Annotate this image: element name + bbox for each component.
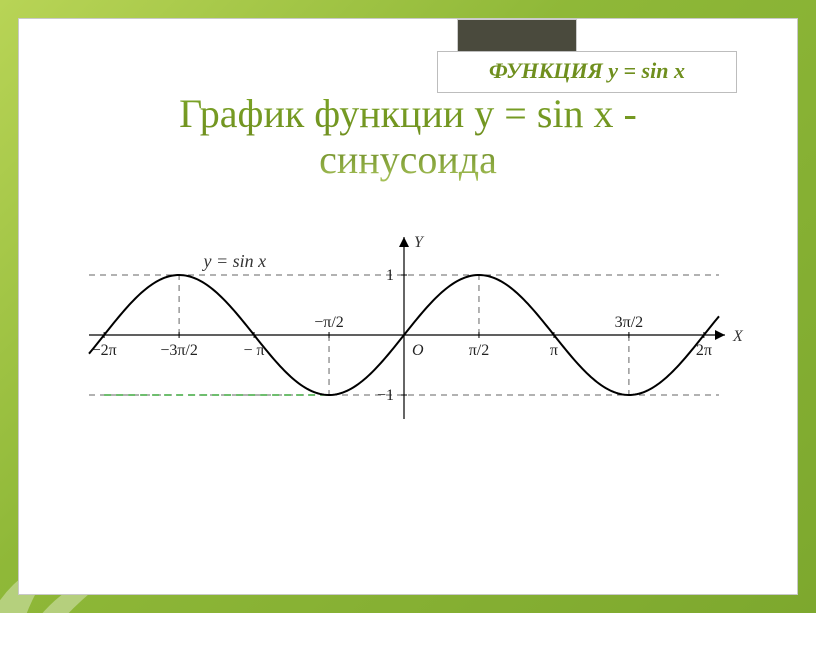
svg-text:1: 1 — [386, 267, 394, 284]
svg-text:−3π/2: −3π/2 — [160, 342, 198, 359]
svg-text:Y: Y — [414, 234, 425, 251]
slide-card: ФУНКЦИЯ y = sin x График функции y = sin… — [18, 18, 798, 595]
sine-chart: −2π −3π/2 − π −π/2 π/2 π 3π/2 2π 1 −1 O Y Xy = sin x — [69, 229, 749, 429]
svg-text:−2π: −2π — [92, 342, 117, 359]
svg-text:π/2: π/2 — [469, 342, 490, 359]
badge-prefix: ФУНКЦИЯ — [489, 58, 608, 83]
svg-text:− π: − π — [244, 342, 265, 359]
outer-frame: ФУНКЦИЯ y = sin x График функции y = sin… — [0, 0, 816, 613]
svg-text:π: π — [550, 342, 558, 359]
badge-dark-box — [457, 19, 577, 53]
svg-text:−1: −1 — [377, 387, 394, 404]
svg-text:2π: 2π — [696, 342, 712, 359]
svg-text:O: O — [412, 342, 424, 359]
title-line-2: синусоида — [19, 137, 797, 183]
title-line-1: График функции y = sin x - — [19, 91, 797, 137]
badge-formula: y = sin x — [608, 58, 685, 83]
svg-text:X: X — [732, 328, 744, 345]
svg-text:−π/2: −π/2 — [314, 314, 344, 331]
slide-title: График функции y = sin x - синусоида — [19, 91, 797, 183]
header-badge: ФУНКЦИЯ y = sin x — [437, 19, 737, 93]
svg-text:3π/2: 3π/2 — [615, 314, 644, 331]
badge-light-box: ФУНКЦИЯ y = sin x — [437, 51, 737, 93]
svg-text:y = sin x: y = sin x — [202, 251, 267, 271]
